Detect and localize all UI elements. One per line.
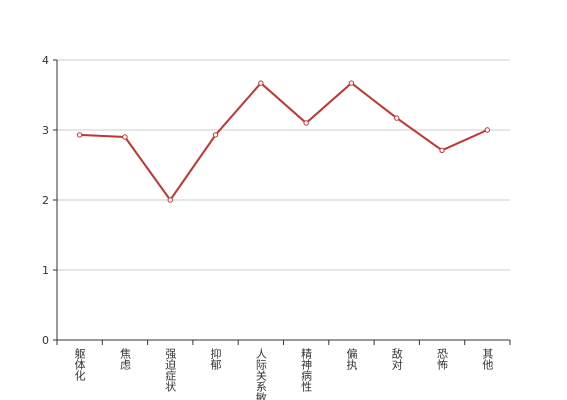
point	[303, 120, 309, 126]
point	[122, 134, 128, 140]
point	[76, 132, 83, 138]
x-tick-label: 躯体化	[73, 348, 86, 382]
point	[439, 147, 445, 154]
x-tick-label: 精神病性	[300, 348, 313, 393]
line	[79, 81, 488, 202]
x-tick-label: 偏执	[345, 347, 358, 371]
x-tick-label: 恐怖	[436, 348, 449, 370]
point	[348, 80, 355, 86]
x-tick-label: 敌对	[390, 347, 403, 370]
y-tick-label: 0	[42, 334, 49, 347]
x-tick-label: 焦虑	[118, 348, 131, 370]
y-tick-label: 3	[42, 124, 49, 137]
point	[167, 197, 173, 203]
x-tick-label: 其他	[481, 348, 494, 370]
point	[212, 132, 219, 138]
x-tick-label: 强迫症状	[164, 348, 177, 392]
x-tick-label: 抑郁	[209, 347, 222, 370]
point	[484, 127, 491, 133]
x-tick-label: 人际关系敏感	[254, 348, 267, 400]
y-tick-label: 4	[42, 54, 49, 67]
y-tick-label: 1	[42, 264, 49, 277]
y-tick-label: 2	[42, 194, 49, 207]
point	[394, 115, 400, 121]
point	[258, 80, 264, 86]
